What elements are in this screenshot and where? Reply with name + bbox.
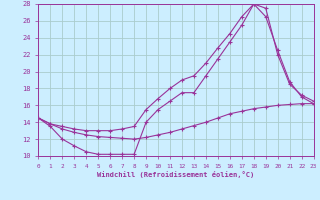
X-axis label: Windchill (Refroidissement éolien,°C): Windchill (Refroidissement éolien,°C) bbox=[97, 171, 255, 178]
